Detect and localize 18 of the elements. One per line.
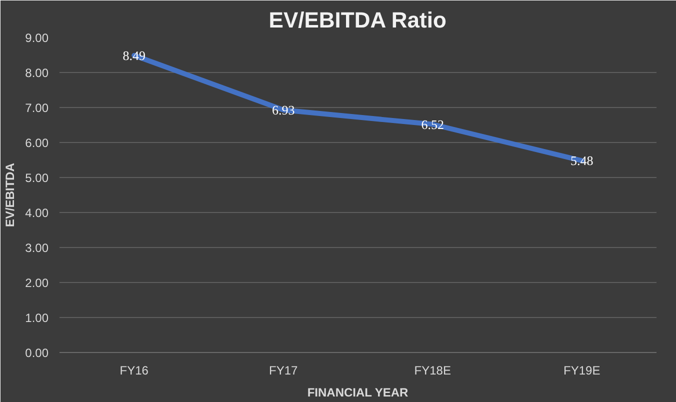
y-tick-label: 4.00 <box>25 206 49 220</box>
y-tick-label: 2.00 <box>25 276 49 290</box>
y-tick-label: 8.00 <box>25 66 49 80</box>
y-tick-label: 9.00 <box>25 31 49 45</box>
data-label: 5.48 <box>570 153 594 168</box>
y-tick-label: 6.00 <box>25 136 49 150</box>
chart-title: EV/EBITDA Ratio <box>268 8 446 32</box>
x-tick-label: FY17 <box>269 364 298 378</box>
x-tick-label: FY18E <box>414 364 451 378</box>
y-tick-label: 1.00 <box>25 311 49 325</box>
y-tick-label: 5.00 <box>25 171 49 185</box>
x-tick-label: FY19E <box>564 364 600 378</box>
x-axis-title: FINANCIAL YEAR <box>307 386 409 400</box>
y-axis-title: EV/EBITDA <box>3 162 18 228</box>
y-tick-label: 7.00 <box>25 101 49 115</box>
y-tick-label: 3.00 <box>25 241 49 255</box>
x-tick-label: FY16 <box>120 364 149 378</box>
y-tick-label: 0.00 <box>25 346 49 360</box>
